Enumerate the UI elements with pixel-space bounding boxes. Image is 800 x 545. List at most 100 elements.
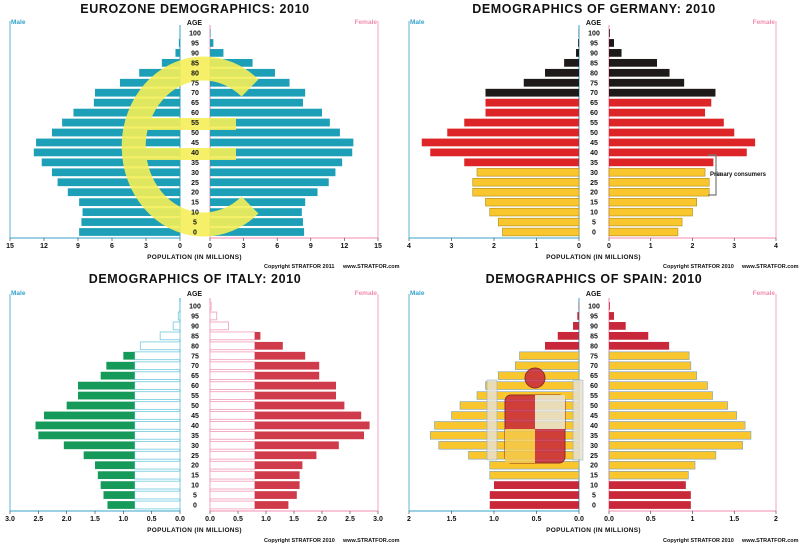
male-bar	[78, 391, 135, 400]
female-bar	[609, 29, 610, 37]
x-tick-label: 0	[577, 243, 581, 250]
x-tick-label: 0.0	[604, 516, 614, 523]
female-bar	[608, 178, 710, 187]
x-ticks: 4 3 2 1 0 0 1 2 3 4	[407, 238, 778, 250]
age-tick-label: 10	[191, 483, 199, 490]
x-tick-label: 0.0	[574, 516, 584, 523]
male-bar	[81, 218, 180, 226]
male-bar	[79, 228, 180, 236]
female-bar	[209, 391, 256, 400]
age-tick-label: 10	[590, 483, 598, 490]
age-tick-label: 55	[191, 393, 199, 400]
female-bar	[209, 301, 212, 311]
x-tick-label: 0	[607, 243, 611, 250]
age-ticks: 0 5 10 15 20 25 30 35 40 45 50 55 60 65 70 75 80 85 90 95 10…	[189, 31, 201, 237]
age-tick-label: 60	[590, 383, 598, 390]
panel-germany: DEMOGRAPHICS OF GERMANY: 2010 Male Femal…	[407, 2, 799, 270]
panel-spain: DEMOGRAPHICS OF SPAIN: 2010 Male Female …	[407, 272, 799, 544]
female-bar	[254, 481, 300, 489]
female-bar	[209, 381, 256, 390]
female-bar	[254, 411, 362, 420]
male-bar	[134, 500, 181, 510]
female-bar	[609, 491, 691, 499]
age-tick-label: 95	[590, 313, 598, 320]
male-label: Male	[410, 19, 425, 26]
female-bar	[254, 391, 336, 400]
age-tick-label: 0	[592, 503, 596, 510]
female-bar	[209, 331, 256, 341]
male-bar	[175, 49, 180, 57]
age-tick-label: 40	[590, 150, 598, 157]
female-bar	[210, 118, 330, 127]
age-tick-label: 70	[191, 363, 199, 370]
age-tick-label: 50	[590, 130, 598, 137]
male-bar	[545, 341, 579, 350]
female-bar	[209, 351, 256, 361]
age-tick-label: 60	[590, 110, 598, 117]
female-bar	[209, 321, 229, 331]
male-bar	[489, 491, 579, 499]
male-bar	[83, 451, 135, 460]
female-bar	[608, 441, 743, 450]
male-bar	[79, 198, 180, 207]
primary-consumers-bracket: Primary consumers	[708, 154, 767, 196]
male-bar	[95, 461, 135, 470]
age-tick-label: 70	[590, 363, 598, 370]
x-tick-label: 0.5	[147, 516, 157, 523]
male-bar	[107, 501, 135, 509]
x-tick-label: 6	[110, 243, 114, 250]
female-bar	[254, 431, 364, 440]
female-bar	[210, 148, 353, 157]
female-bar	[608, 361, 692, 370]
age-tick-label: 55	[590, 120, 598, 127]
male-bar	[100, 481, 135, 489]
female-bar	[210, 168, 336, 177]
female-bar	[210, 29, 211, 37]
male-bar	[172, 321, 181, 331]
age-tick-label: 20	[191, 190, 199, 197]
x-tick-label: 1.5	[729, 516, 739, 523]
male-bar	[502, 227, 580, 237]
copyright: Copyright STRATFOR 2010	[264, 538, 335, 544]
x-tick-label: 2	[492, 243, 496, 250]
male-bar	[51, 128, 180, 137]
age-tick-label: 70	[590, 90, 598, 97]
age-tick-label: 15	[191, 200, 199, 207]
female-bar	[609, 39, 615, 47]
x-tick-label: 15	[374, 243, 382, 250]
male-bar	[134, 381, 181, 390]
chart-title: DEMOGRAPHICS OF GERMANY: 2010	[472, 2, 716, 16]
female-bar	[210, 49, 224, 57]
x-tick-label: 2.0	[317, 516, 327, 523]
age-tick-label: 5	[193, 493, 197, 500]
female-label: Female	[355, 290, 378, 297]
age-tick-label: 100	[588, 304, 600, 311]
age-tick-label: 5	[592, 220, 596, 227]
x-tick-label: 9	[76, 243, 80, 250]
x-tick-label: 12	[341, 243, 349, 250]
age-label: AGE	[187, 291, 203, 298]
male-label: Male	[410, 290, 425, 297]
age-tick-label: 55	[590, 393, 598, 400]
male-bar	[519, 351, 580, 360]
female-bar	[609, 331, 649, 340]
age-tick-label: 35	[191, 433, 199, 440]
male-bar	[33, 148, 180, 157]
female-bar	[254, 451, 317, 460]
female-bar	[254, 491, 297, 499]
age-tick-label: 50	[590, 403, 598, 410]
female-bar	[210, 98, 303, 107]
age-tick-label: 100	[189, 31, 201, 38]
age-tick-label: 45	[590, 140, 598, 147]
male-bar	[464, 118, 579, 127]
age-tick-label: 0	[193, 503, 197, 510]
female-bar	[608, 197, 697, 207]
female-bar	[210, 158, 343, 167]
male-bar	[159, 331, 181, 341]
age-tick-label: 85	[590, 333, 598, 340]
x-tick-label: 2.5	[33, 516, 43, 523]
x-tick-label: 0.5	[233, 516, 243, 523]
age-tick-label: 85	[191, 60, 199, 67]
age-tick-label: 65	[191, 100, 199, 107]
x-tick-label: 3	[242, 243, 246, 250]
